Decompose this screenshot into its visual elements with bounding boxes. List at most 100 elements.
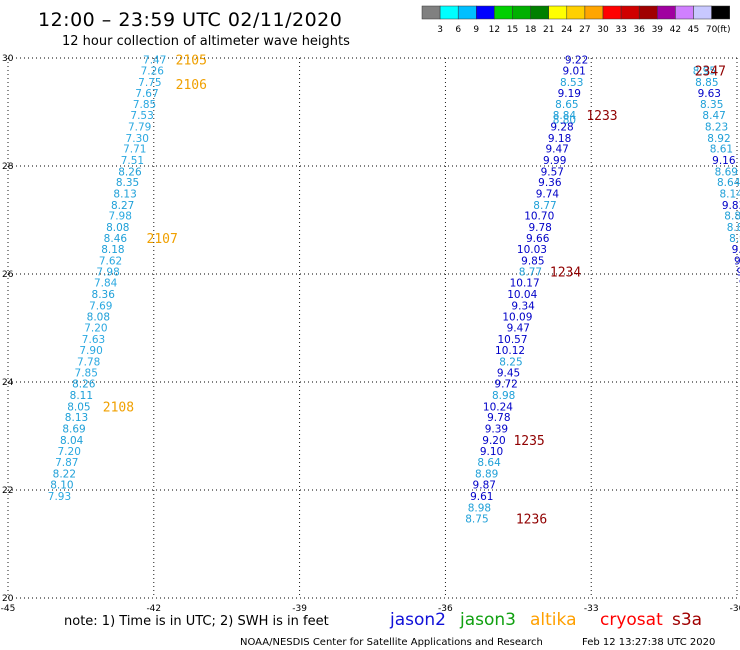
colorbar-label: 39: [652, 25, 664, 35]
colorbar-swatch: [421, 5, 441, 20]
data-point-label: 8.13: [65, 412, 88, 424]
data-point-label: 10.12: [495, 345, 525, 357]
footer-note: note: 1) Time is in UTC; 2) SWH is in fe…: [64, 614, 329, 629]
data-point-label: 8.69: [62, 423, 85, 435]
series-s3a: 8.958.859.638.358.478.238.928.619.168.69…: [693, 64, 740, 290]
data-point-label: 8.64: [477, 457, 501, 469]
data-point-label: 9.19: [558, 88, 581, 100]
colorbar-swatch: [530, 5, 549, 20]
colorbar-swatch: [512, 5, 531, 20]
pass-time-label: 2107: [147, 232, 178, 247]
data-point-label: 7.85: [133, 99, 156, 111]
pass-time-label: 2347: [695, 64, 726, 79]
data-point-label: 9.10: [480, 446, 503, 458]
colorbar-swatch: [494, 5, 513, 20]
data-point-label: 10.04: [507, 289, 537, 301]
data-point-label: 7.62: [99, 256, 122, 268]
data-point-label: 7.53: [130, 110, 153, 122]
data-point-label: 9.61: [470, 491, 493, 503]
data-point-label: 9.63: [698, 88, 721, 100]
colorbar-swatch: [548, 5, 568, 20]
data-point-label: 7.63: [82, 334, 105, 346]
data-point-label: 9.36: [538, 177, 562, 189]
pass-time-label: 1235: [513, 434, 544, 449]
data-point-label: 9.22: [565, 55, 588, 67]
x-tick-label: -33: [584, 604, 599, 614]
y-tick-label: 24: [2, 378, 14, 388]
footer-timestamp: Feb 12 13:27:38 UTC 2020: [582, 637, 715, 648]
data-point-label: 8.61: [710, 144, 733, 156]
colorbar-swatch: [620, 5, 640, 20]
data-point-label: 8.84: [553, 110, 577, 122]
colorbar-legend: 3 6 9 12 15 18 21 24 27 30 33 36 39 42 45 70 (ft): [421, 5, 730, 35]
data-point-label: 7.51: [121, 155, 144, 167]
pass-time-label: 1236: [516, 513, 547, 528]
colorbar-label: 3: [437, 25, 443, 35]
data-point-label: 7.79: [128, 122, 151, 134]
data-point-label: 8.53: [560, 77, 583, 89]
data-point-label: 9.08: [734, 256, 740, 268]
data-point-label: 8.05: [67, 401, 90, 413]
colorbar-swatch: [439, 5, 459, 20]
data-point-label: 8.25: [499, 356, 522, 368]
data-point-label: 8.98: [492, 390, 515, 402]
x-tick-label: -36: [438, 604, 453, 614]
data-point-label: 7.98: [109, 211, 132, 223]
data-point-label: 9.30: [739, 278, 740, 290]
series-altika: 7.477.267.757.677.857.537.797.307.717.51…: [48, 54, 207, 503]
y-tick-label: 20: [2, 594, 14, 604]
colorbar-swatch: [693, 5, 712, 20]
data-point-label: 7.26: [141, 65, 165, 77]
pass-time-label: 1233: [586, 109, 617, 124]
data-point-label: 9.45: [497, 367, 520, 379]
pass-time-label: 2106: [176, 78, 207, 93]
pass-time-label: 2105: [176, 54, 207, 69]
data-point-label: 8.08: [87, 312, 110, 324]
data-point-label: 8.80: [724, 211, 740, 223]
data-point-label: 8.97: [729, 233, 740, 245]
data-point-label: 8.08: [106, 222, 129, 234]
data-point-label: 9.20: [482, 435, 505, 447]
data-point-label: 7.78: [77, 356, 100, 368]
colorbar-label: 24: [561, 25, 573, 35]
colorbar-label: 18: [525, 25, 537, 35]
data-point-label: 10.57: [497, 334, 527, 346]
data-point-label: 9.47: [507, 322, 530, 334]
data-point-label: 8.10: [50, 480, 73, 492]
series-cryosat: 9.229.018.539.198.658.848.809.289.189.47…: [465, 55, 617, 528]
data-point-label: 9.75: [732, 244, 740, 256]
data-point-label: 9.78: [487, 412, 510, 424]
data-point-label: 10.09: [502, 312, 532, 324]
data-point-label: 8.46: [104, 233, 128, 245]
data-point-label: 7.87: [55, 457, 78, 469]
data-point-label: 9.83: [722, 200, 740, 212]
data-point-label: 8.27: [111, 200, 134, 212]
x-tick-label: -30: [730, 604, 740, 614]
data-point-label: 8.22: [53, 468, 76, 480]
data-point-label: 9.47: [545, 144, 568, 156]
data-point-label: 10.03: [517, 244, 547, 256]
satellite-legend: jason2 jason3 altika cryosat s3a: [389, 610, 702, 630]
colorbar-swatch: [638, 5, 658, 20]
data-point-label: 8.80: [553, 115, 576, 127]
data-point-label: 8.95: [693, 65, 716, 77]
data-point-label: 9.16: [712, 155, 736, 167]
data-point-label: 10.24: [483, 401, 513, 413]
legend-altika: altika: [530, 610, 577, 630]
data-point-label: 7.67: [135, 88, 158, 100]
data-point-label: 8.04: [60, 435, 84, 447]
data-point-label: 8.47: [702, 110, 725, 122]
colorbar-label: 30: [597, 25, 609, 35]
colorbar-swatch: [602, 5, 622, 20]
y-tick-label: 30: [2, 54, 14, 64]
data-point-label: 7.47: [143, 55, 166, 67]
data-point-label: 8.77: [519, 266, 542, 278]
data-point-label: 10.70: [524, 211, 554, 223]
data-point-label: 9.87: [473, 480, 496, 492]
legend-cryosat: cryosat: [600, 610, 663, 630]
colorbar-label: 9: [473, 25, 479, 35]
data-point-label: 8.13: [113, 189, 136, 201]
colorbar-label: 27: [579, 25, 590, 35]
data-point-label: 8.11: [70, 390, 93, 402]
